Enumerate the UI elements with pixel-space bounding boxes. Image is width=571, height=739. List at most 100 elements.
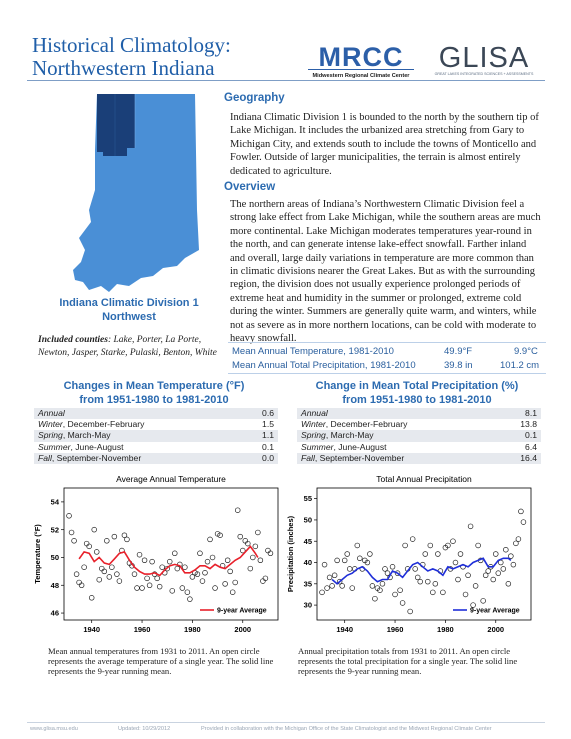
table-row: Fall, September-November 0.0: [34, 452, 278, 464]
legend: 9-year Average: [200, 608, 267, 615]
table-row: Annual 8.1: [297, 408, 541, 420]
data-point: [364, 559, 371, 566]
data-point: [189, 574, 196, 580]
data-point: [382, 566, 388, 572]
data-point: [217, 532, 223, 538]
season: Fall: [38, 452, 52, 463]
data-point: [199, 578, 206, 584]
data-point: [329, 583, 335, 589]
data-point: [470, 602, 476, 608]
data-point: [414, 574, 421, 581]
data-point: [490, 576, 496, 583]
data-point: [452, 559, 459, 566]
map-caption-line-1: Indiana Climatic Division 1: [59, 297, 199, 309]
data-point: [402, 542, 408, 549]
y-tick-label: 40: [304, 558, 312, 567]
footer-updated: Updated: 10/29/2012: [118, 726, 171, 732]
data-point: [166, 558, 173, 565]
running-mean-line: [78, 545, 259, 577]
data-point: [346, 566, 353, 572]
temp-change-title: Changes in Mean Temperature (°F) from 19…: [34, 380, 274, 407]
change-value: 0.1: [497, 430, 541, 442]
y-tick-label: 46: [51, 609, 59, 618]
data-point: [513, 540, 519, 547]
data-point: [204, 558, 211, 565]
data-point: [344, 551, 350, 557]
mean-precip-cm: 101.2 cm: [500, 360, 540, 371]
data-point: [86, 543, 92, 550]
data-point: [164, 565, 170, 572]
mean-precip-label: Mean Annual Total Precipitation, 1981-20…: [232, 360, 416, 371]
data-point: [480, 598, 486, 604]
temperature-chart: Average Annual Temperature Temperature (°…: [33, 474, 279, 634]
mrcc-logo-subtitle: Midwestern Regional Climate Center: [313, 73, 411, 79]
data-point: [425, 578, 431, 585]
data-point: [500, 566, 507, 572]
division-1-shape: [97, 94, 135, 156]
data-point: [247, 565, 254, 572]
data-point: [349, 585, 355, 591]
mean-temp-f: 49.9°F: [444, 346, 473, 357]
precip-change-table: Annual 8.1 Winter, December-February 13.8 …: [297, 408, 541, 464]
y-axis-label: Temperature (°F): [33, 524, 42, 584]
data-point: [73, 571, 80, 577]
title-line-2: Northwestern Indiana: [32, 56, 215, 80]
included-counties: Included counties: Lake, Porter, La Port…: [38, 334, 230, 359]
indiana-state-shape: [73, 94, 199, 292]
y-axis-label: Precipitation (inches): [286, 515, 295, 592]
table-row: Winter, December-February 1.5: [34, 419, 278, 430]
data-point: [457, 551, 464, 557]
glisa-logo: GLISA GREAT LAKES INTEGRATED SCIENCES + …: [435, 42, 534, 76]
data-point: [179, 585, 186, 591]
data-point: [224, 557, 231, 564]
data-point: [518, 508, 524, 515]
table-row: Winter, December-February 13.8: [297, 419, 541, 430]
data-point: [139, 585, 145, 591]
data-point: [440, 589, 446, 596]
data-point: [234, 507, 241, 513]
table-row: Annual 0.6: [34, 408, 278, 420]
data-point: [169, 588, 176, 594]
table-row: Summer, June-August 0.1: [34, 442, 278, 453]
y-tick-label: 50: [304, 516, 312, 525]
x-tick-label: 1980: [184, 625, 201, 634]
data-point: [472, 583, 479, 589]
data-point: [520, 519, 527, 525]
change-value: 13.8: [520, 419, 537, 430]
data-point: [503, 546, 509, 553]
footer-divider: [27, 722, 545, 723]
months: , March-May: [62, 430, 111, 441]
data-point: [334, 557, 340, 564]
data-point: [339, 583, 345, 589]
data-point: [392, 591, 398, 598]
data-point: [124, 536, 130, 543]
data-point: [354, 542, 361, 549]
data-point: [71, 538, 77, 544]
data-point: [250, 554, 256, 561]
chart-title: Average Annual Temperature: [116, 474, 226, 484]
data-point: [146, 582, 153, 589]
y-tick-label: 48: [51, 581, 59, 590]
data-point: [485, 568, 491, 574]
data-point: [326, 574, 333, 581]
y-tick-label: 35: [304, 579, 312, 588]
x-tick-label: 1960: [387, 625, 404, 634]
y-tick-label: 30: [304, 601, 312, 610]
data-point: [154, 575, 160, 582]
data-point: [88, 595, 95, 601]
data-point: [66, 513, 72, 519]
table-row: Fall, September-November 16.4: [297, 452, 541, 464]
months: , June-August: [70, 441, 124, 452]
footer-site-link[interactable]: www.glisa.msu.edu: [30, 726, 78, 732]
temp-change-title-1: Changes in Mean Temperature (°F): [63, 380, 245, 392]
season: Fall: [301, 452, 315, 463]
data-point: [515, 536, 522, 542]
data-point: [407, 608, 413, 615]
months: , June-August: [333, 441, 387, 452]
precip-change-title: Change in Mean Total Precipitation (%) f…: [297, 380, 537, 407]
indiana-map: [73, 94, 199, 292]
y-tick-label: 54: [51, 497, 60, 506]
data-point: [262, 575, 269, 582]
data-point: [482, 572, 489, 579]
data-point: [384, 570, 391, 576]
